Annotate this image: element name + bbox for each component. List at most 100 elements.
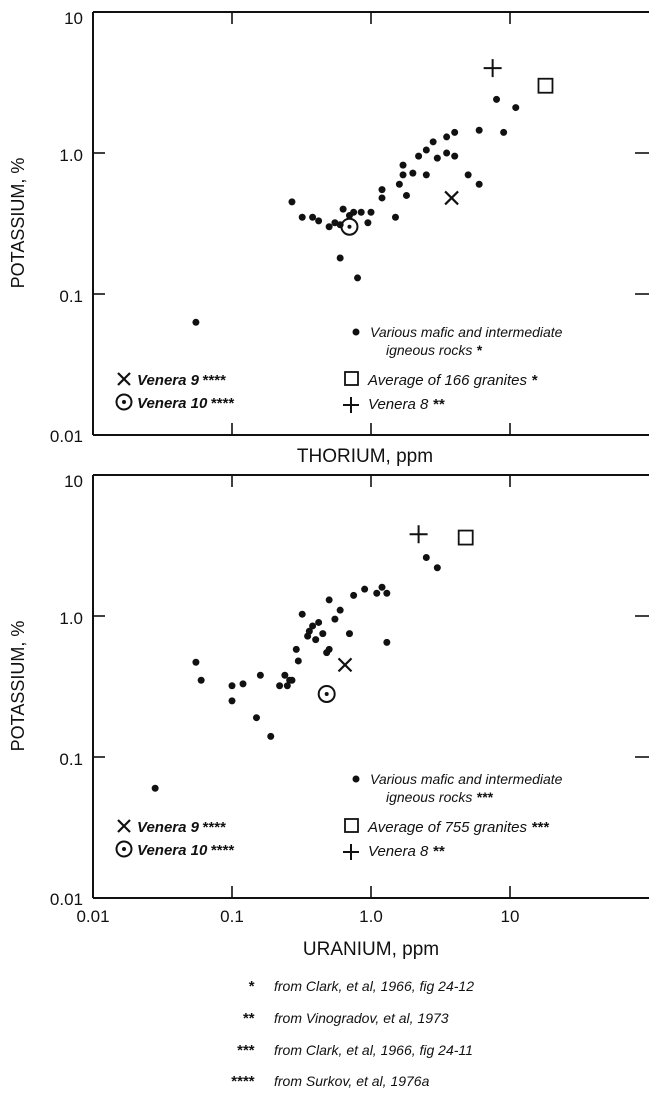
- venera-8-point: [483, 59, 502, 78]
- panel1-legend-granites: Average of 166 granites *: [367, 372, 538, 389]
- panel2-ticks: [93, 474, 649, 899]
- venera-8-point: [409, 525, 428, 544]
- data-point: [422, 171, 430, 179]
- data-point: [433, 154, 441, 162]
- data-point: [309, 622, 317, 630]
- panel2-legend-venera8: Venera 8 **: [368, 843, 445, 860]
- data-point: [288, 676, 296, 684]
- data-point: [309, 213, 317, 221]
- data-point: [336, 254, 344, 262]
- panel2-legend-venera9: Venera 9 ****: [137, 819, 227, 836]
- data-point: [151, 784, 159, 792]
- panel2-ytick-label-10: 10: [64, 472, 83, 491]
- panel2-ytick-label-1: 1.0: [59, 609, 83, 628]
- panel1-legend-venera8: Venera 8 **: [368, 396, 445, 413]
- data-point: [357, 208, 365, 216]
- data-point: [402, 191, 410, 199]
- legend-square-marker: [344, 818, 359, 833]
- data-point: [464, 171, 472, 179]
- data-point: [312, 636, 320, 644]
- data-point: [354, 274, 362, 282]
- data-point: [325, 223, 333, 231]
- panel1-ytick-label-1: 1.0: [59, 146, 83, 165]
- footnote-text: from Vinogradov, et al, 1973: [274, 1010, 449, 1026]
- data-point: [350, 591, 358, 599]
- data-point: [451, 128, 459, 136]
- legend-plus-marker: [343, 397, 359, 413]
- data-point: [239, 680, 247, 688]
- panel2-legend-venera10: Venera 10 ****: [137, 842, 235, 859]
- data-point: [267, 732, 275, 740]
- panel2-ytick-label-0.1: 0.1: [59, 750, 83, 769]
- data-point: [475, 180, 483, 188]
- data-point: [378, 186, 386, 194]
- panel2-legend-rocks-line2: igneous rocks ***: [386, 789, 493, 805]
- data-point: [228, 697, 236, 705]
- data-point: [391, 213, 399, 221]
- data-point: [350, 208, 358, 216]
- legend-circle-dot-marker: [115, 393, 133, 411]
- data-point: [443, 133, 451, 141]
- data-point: [383, 589, 391, 597]
- legend-plus-marker: [343, 844, 359, 860]
- data-point: [373, 589, 381, 597]
- panel2-xtick-label-1: 1.0: [359, 907, 383, 926]
- data-point: [383, 638, 391, 646]
- data-point: [433, 564, 441, 572]
- data-point: [451, 152, 459, 160]
- data-point: [192, 318, 200, 326]
- data-point: [315, 618, 323, 626]
- panel2-xtick-label-0.01: 0.01: [76, 907, 109, 926]
- footnote-stars: ***: [236, 1042, 255, 1059]
- legend-dot-marker: [352, 775, 360, 783]
- data-point: [367, 208, 375, 216]
- panel2-legend-rocks-line1: Various mafic and intermediate: [370, 771, 563, 787]
- data-point: [339, 205, 347, 213]
- venera-9-point: [444, 190, 459, 206]
- venera-9-point: [337, 657, 353, 673]
- footnote-stars: ****: [231, 1073, 256, 1090]
- data-point: [281, 671, 289, 679]
- data-point: [336, 606, 344, 614]
- data-point: [192, 658, 200, 666]
- data-point: [395, 180, 403, 188]
- data-point: [276, 682, 284, 690]
- data-point: [364, 219, 372, 227]
- data-point: [305, 627, 313, 635]
- footnote-text: from Clark, et al, 1966, fig 24-11: [274, 1042, 473, 1058]
- granite-average-point: [457, 529, 474, 546]
- footnote-text: from Clark, et al, 1966, fig 24-12: [274, 978, 474, 994]
- data-point: [325, 596, 333, 604]
- data-point: [399, 161, 407, 169]
- data-point: [294, 657, 302, 665]
- granite-average-point: [537, 77, 554, 94]
- venera-10-point: [317, 684, 336, 703]
- data-point: [325, 645, 333, 653]
- data-point: [319, 630, 327, 638]
- data-point: [298, 213, 306, 221]
- data-point: [283, 682, 291, 690]
- legend-dot-marker: [352, 328, 360, 336]
- data-point: [415, 152, 423, 160]
- panel1-ytick-label-0.1: 0.1: [59, 287, 83, 306]
- panel-uranium: 10 1.0 0.1 0.01 POTASSIUM, % 0.01 0.1 1.…: [8, 472, 649, 960]
- data-point: [361, 585, 369, 593]
- panel1-legend-rocks-line2: igneous rocks *: [386, 342, 482, 358]
- data-point: [422, 146, 430, 154]
- data-point: [331, 219, 339, 227]
- venera-10-point: [340, 217, 359, 236]
- panel2-x-axis-label: URANIUM, ppm: [303, 939, 439, 960]
- panel2-xtick-label-0.1: 0.1: [220, 907, 244, 926]
- panel1-x-axis-label: THORIUM, ppm: [297, 446, 433, 467]
- data-point: [512, 104, 520, 112]
- panel1-legend-venera9: Venera 9 ****: [137, 372, 227, 389]
- panel1-ticks: [93, 11, 649, 436]
- footnote-text: from Surkov, et al, 1976a: [274, 1073, 430, 1089]
- data-point: [500, 128, 508, 136]
- data-point: [315, 217, 323, 225]
- panel1-y-axis-label: POTASSIUM, %: [8, 158, 28, 289]
- data-point: [443, 149, 451, 157]
- panel2-ytick-label-0.01: 0.01: [50, 890, 83, 909]
- panel2-legend-granites: Average of 755 granites ***: [367, 819, 550, 836]
- footnotes: * from Clark, et al, 1966, fig 24-12 ** …: [231, 978, 475, 1090]
